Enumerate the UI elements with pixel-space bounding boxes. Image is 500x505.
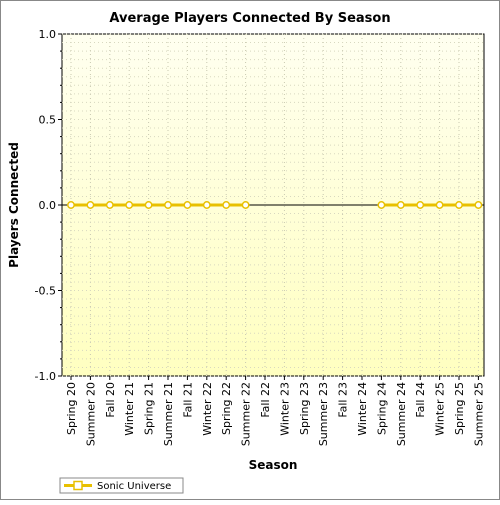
data-point <box>222 201 231 209</box>
x-tick-label: Fall 20 <box>104 382 117 418</box>
data-point <box>377 201 386 209</box>
data-point <box>435 201 444 209</box>
data-point <box>105 201 114 209</box>
data-point <box>164 201 172 209</box>
data-point <box>202 201 211 209</box>
series-layer <box>67 201 483 209</box>
data-point <box>396 201 405 209</box>
y-axis: 1.0 0.5 0.0 -0.5 -1.0 <box>35 28 62 383</box>
x-tick-label: Winter 24 <box>356 382 369 436</box>
y-tick-label: -0.5 <box>35 285 56 298</box>
x-tick-label: Winter 23 <box>278 382 291 436</box>
y-tick-label: 1.0 <box>39 28 57 41</box>
chart-title: Average Players Connected By Season <box>109 11 390 26</box>
x-tick-label: Fall 23 <box>337 382 350 418</box>
x-tick-label: Fall 24 <box>414 382 427 418</box>
data-point <box>474 201 483 209</box>
x-tick-label: Winter 21 <box>123 382 136 436</box>
data-point <box>125 201 134 209</box>
x-tick-label: Winter 22 <box>201 382 214 436</box>
y-tick-label: 0.0 <box>39 199 57 212</box>
x-tick-label: Spring 25 <box>453 382 466 435</box>
data-point <box>67 201 75 209</box>
x-tick-label: Fall 21 <box>181 382 194 418</box>
x-tick-label: Summer 21 <box>162 382 175 446</box>
legend-swatch-marker <box>73 480 83 491</box>
x-tick-label: Summer 23 <box>317 382 330 446</box>
legend: Sonic Universe <box>59 477 184 494</box>
legend-box <box>59 477 184 494</box>
x-tick-label: Spring 21 <box>143 382 156 435</box>
legend-label: Sonic Universe <box>97 481 171 492</box>
data-point <box>183 201 192 209</box>
x-tick-label: Summer 22 <box>240 382 253 446</box>
x-tick-label: Fall 22 <box>259 382 272 418</box>
x-tick-label: Summer 20 <box>84 382 97 446</box>
y-tick-label: -1.0 <box>35 370 56 383</box>
x-tick-label: Summer 24 <box>395 382 408 446</box>
x-tick-label: Winter 25 <box>434 382 447 436</box>
data-point <box>241 201 250 209</box>
data-point <box>144 201 153 209</box>
x-axis-label: Season <box>249 458 298 472</box>
y-tick-label: 0.5 <box>39 114 57 127</box>
y-axis-label: Players Connected <box>7 142 21 268</box>
x-tick-label: Summer 25 <box>472 382 485 446</box>
x-axis: Spring 20 Summer 20 Fall 20 Winter 21 Spring… <box>65 376 485 446</box>
x-tick-label: Spring 22 <box>220 382 233 435</box>
x-tick-label: Spring 20 <box>65 382 78 435</box>
x-tick-label: Spring 23 <box>298 382 311 435</box>
data-point <box>455 201 463 209</box>
x-tick-label: Spring 24 <box>375 382 388 435</box>
data-point <box>86 201 95 209</box>
grid-lines <box>62 33 484 377</box>
data-point <box>416 201 425 209</box>
